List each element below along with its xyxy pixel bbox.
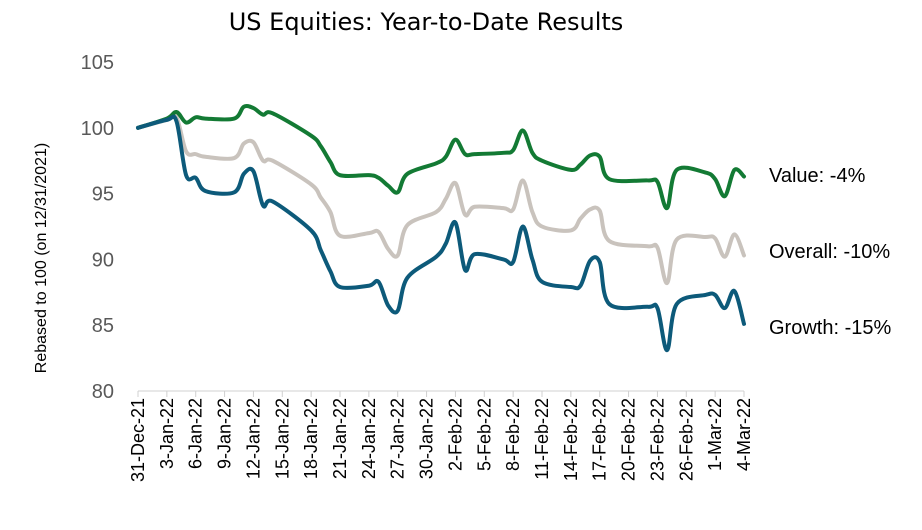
series-line: [136, 113, 746, 286]
y-tick-label: 95: [92, 184, 114, 206]
x-tick-label: 20-Feb-22: [619, 398, 639, 481]
x-tick-label: 2-Feb-22: [445, 398, 465, 471]
x-tick-label: 24-Jan-22: [359, 398, 379, 479]
y-axis-label: Rebased to 100 (on 12/31/2021): [33, 143, 50, 373]
x-tick-label: 15-Jan-22: [272, 398, 292, 479]
x-tick-label: 3-Jan-22: [157, 398, 177, 469]
x-tick-label: 31-Dec-21: [128, 398, 148, 482]
series-end-label: Growth: -15%: [769, 317, 891, 339]
series-lines: [136, 104, 746, 353]
series-line: [136, 104, 746, 211]
x-tick-label: 8-Feb-22: [503, 398, 523, 471]
y-tick-label: 90: [92, 249, 114, 271]
y-tick-label: 100: [81, 118, 114, 140]
series-end-label: Overall: -10%: [769, 241, 890, 263]
x-tick-label: 12-Jan-22: [243, 398, 263, 479]
series-line: [136, 114, 746, 353]
x-tick-label: 5-Feb-22: [474, 398, 494, 471]
x-tick-label: 18-Jan-22: [301, 398, 321, 479]
x-axis: 31-Dec-21 3-Jan-22 6-Jan-22 9-Jan-22 12-Jan-…: [128, 390, 754, 482]
x-tick-label: 27-Jan-22: [388, 398, 408, 479]
chart-title: US Equities: Year-to-Date Results: [229, 8, 624, 36]
y-tick-label: 105: [81, 52, 114, 74]
x-tick-label: 11-Feb-22: [532, 398, 552, 480]
x-tick-label: 26-Feb-22: [676, 398, 696, 481]
x-tick-label: 4-Mar-22: [734, 398, 754, 471]
x-tick-label: 1-Mar-22: [705, 398, 725, 471]
x-tick-label: 30-Jan-22: [417, 398, 437, 479]
x-tick-label: 21-Jan-22: [330, 398, 350, 479]
series-end-labels: Value: -4% Overall: -10% Growth: -15%: [769, 165, 891, 339]
y-tick-label: 80: [92, 381, 114, 403]
x-tick-label: 17-Feb-22: [590, 398, 610, 481]
x-tick-label: 23-Feb-22: [647, 398, 667, 481]
x-tick-label: 9-Jan-22: [215, 398, 235, 469]
series-end-label: Value: -4%: [769, 165, 866, 187]
y-axis: 80 85 90 95 100 105: [81, 52, 114, 403]
y-tick-label: 85: [92, 315, 114, 337]
x-tick-label: 6-Jan-22: [186, 398, 206, 469]
x-tick-label: 14-Feb-22: [561, 398, 581, 481]
